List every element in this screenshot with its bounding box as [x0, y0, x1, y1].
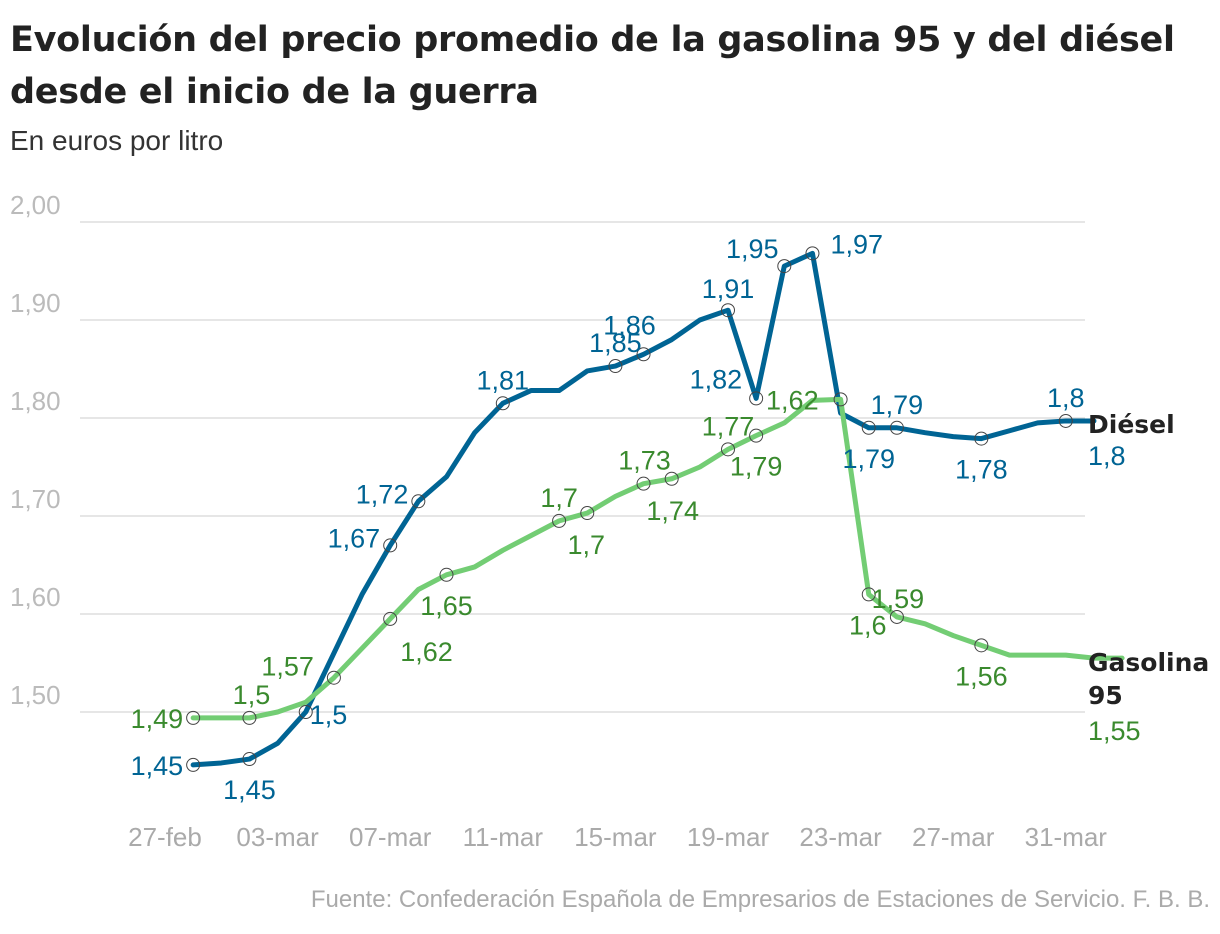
- data-label: 1,97: [830, 229, 883, 259]
- data-label: 1,62: [400, 637, 453, 667]
- x-tick-label: 03-mar: [236, 822, 319, 852]
- y-tick-label: 1,80: [10, 386, 61, 416]
- point-marker: [721, 442, 735, 457]
- diesel-end-label: Diésel: [1088, 410, 1175, 439]
- x-tick-label: 27-mar: [912, 822, 995, 852]
- data-label: 1,74: [646, 496, 699, 526]
- point-marker: [186, 710, 201, 725]
- data-label: 1,86: [603, 310, 656, 340]
- data-label: 1,7: [567, 530, 605, 560]
- point-marker: [777, 259, 792, 274]
- data-label: 1,5: [310, 700, 348, 730]
- data-label: 1,45: [131, 751, 184, 781]
- data-label: 1,82: [690, 364, 743, 394]
- point-marker: [326, 670, 341, 685]
- point-marker: [383, 611, 398, 626]
- data-label: 1,56: [955, 661, 1008, 691]
- chart-subtitle: En euros por litro: [10, 125, 224, 156]
- data-label: 1,77: [702, 411, 755, 441]
- point-marker: [749, 428, 764, 443]
- data-label: 1,79: [871, 390, 924, 420]
- y-tick-label: 2,00: [10, 190, 61, 220]
- point-marker: [833, 392, 848, 407]
- point-marker: [411, 494, 426, 509]
- x-tick-label: 15-mar: [574, 822, 657, 852]
- point-marker: [749, 391, 764, 406]
- point-marker: [439, 567, 454, 582]
- point-marker: [242, 752, 257, 767]
- data-label: 1,81: [477, 365, 530, 395]
- data-label: 1,85: [589, 328, 642, 358]
- point-markers: [186, 246, 1073, 772]
- point-marker: [664, 471, 679, 486]
- data-label: 1,5: [233, 680, 271, 710]
- point-marker: [974, 431, 989, 446]
- x-tick-label: 31-mar: [1025, 822, 1108, 852]
- gasolina-end-label: Gasolina 95: [1088, 648, 1209, 710]
- series-lines: [190, 250, 1125, 768]
- point-marker: [861, 587, 876, 602]
- point-marker: [383, 538, 398, 553]
- point-marker: [1058, 413, 1073, 428]
- x-tick-label: 07-mar: [349, 822, 432, 852]
- data-label: 1,8: [1047, 383, 1085, 413]
- y-axis: 1,50 1,60 1,70 1,80 1,90 2,00: [10, 190, 61, 710]
- point-marker: [636, 347, 651, 362]
- data-label: 1,59: [872, 584, 925, 614]
- y-tick-label: 1,50: [10, 680, 61, 710]
- data-label: 1,91: [702, 274, 755, 304]
- data-label: 1,62: [766, 385, 819, 415]
- gasolina-end-value: 1,55: [1088, 716, 1141, 746]
- diesel-line: [190, 250, 1097, 768]
- x-tick-label: 19-mar: [687, 822, 770, 852]
- data-label: 1,65: [420, 591, 473, 621]
- gasolina-end-label-word: 95: [1088, 681, 1123, 710]
- data-label: 1,67: [328, 523, 381, 553]
- point-marker: [861, 420, 876, 435]
- point-marker: [721, 303, 735, 318]
- point-marker: [889, 609, 904, 624]
- point-marker: [495, 396, 510, 411]
- point-marker: [298, 705, 313, 719]
- x-tick-label: 27-feb: [128, 822, 202, 852]
- gasolina-end-label-word: Gasolina: [1088, 648, 1209, 677]
- data-label: 1,6: [849, 610, 887, 640]
- source-note: Fuente: Confederación Española de Empres…: [310, 886, 1210, 913]
- line-chart: 1,50 1,60 1,70 1,80 1,90 2,00 27-feb 03-mar 07-…: [10, 190, 1209, 852]
- data-label: 1,73: [618, 446, 671, 476]
- data-label: 1,95: [726, 234, 779, 264]
- point-marker: [636, 476, 651, 491]
- y-tick-label: 1,90: [10, 288, 61, 318]
- data-labels: 1,45 1,45 1,5 1,67 1,72 1,81 1,851,86 1,91 1,82 1…: [131, 229, 1085, 805]
- y-tick-label: 1,60: [10, 582, 61, 612]
- data-label: 1,7: [540, 483, 578, 513]
- x-axis: 27-feb 03-mar 07-mar 11-mar 15-mar 19-mar 23-m…: [128, 822, 1107, 852]
- grid-lines: [80, 221, 1085, 713]
- data-label: 1,49: [131, 704, 184, 734]
- diesel-end-value: 1,8: [1088, 441, 1126, 471]
- data-label: 1,79: [842, 444, 895, 474]
- data-label: 1,72: [356, 479, 409, 509]
- data-label: 1,57: [261, 652, 314, 682]
- point-marker: [974, 638, 989, 653]
- point-marker: [805, 246, 820, 261]
- point-marker: [186, 757, 201, 772]
- data-label: 1,45: [223, 775, 276, 805]
- y-tick-label: 1,70: [10, 484, 61, 514]
- x-tick-label: 23-mar: [799, 822, 882, 852]
- x-tick-label: 11-mar: [463, 822, 544, 852]
- point-marker: [889, 420, 904, 435]
- point-marker: [242, 710, 257, 725]
- data-label: 1,78: [955, 455, 1008, 485]
- point-marker: [608, 359, 623, 374]
- point-marker: [552, 513, 567, 528]
- chart-title: Evolución del precio promedio de la gaso…: [10, 20, 1175, 112]
- data-label: 1,79: [730, 452, 783, 482]
- point-marker: [580, 506, 595, 521]
- gasolina-line: [190, 396, 1125, 721]
